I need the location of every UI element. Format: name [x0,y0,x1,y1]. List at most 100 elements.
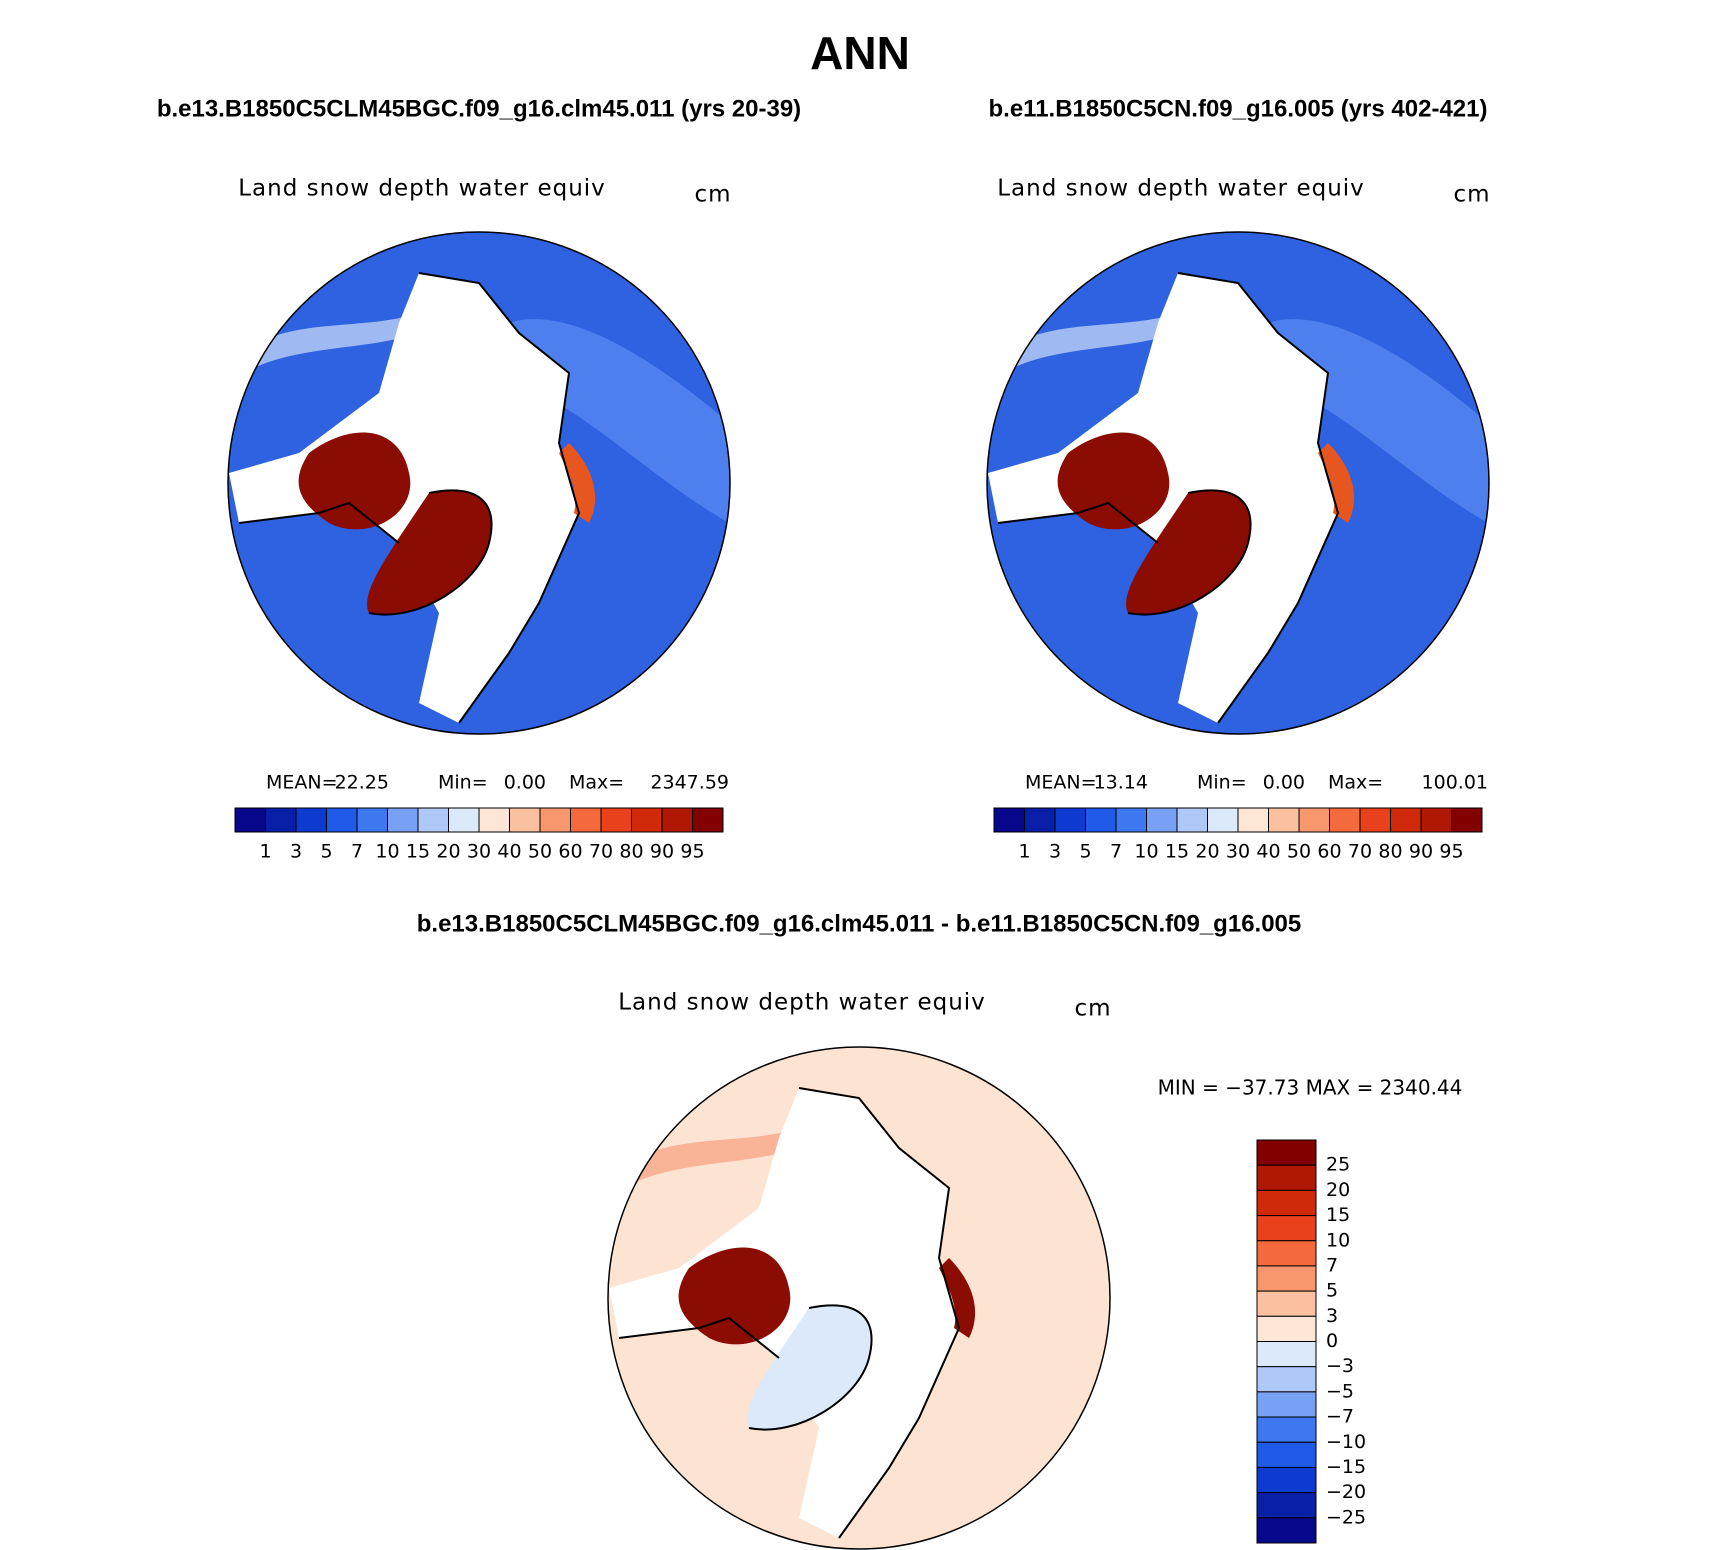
colorbar-label: 1 [1018,841,1030,863]
colorbar-box [295,807,327,833]
colorbar-label: 70 [589,841,613,863]
colorbar-box [1256,1441,1317,1468]
colorbar-box [661,807,693,833]
colorbar-box [1256,1366,1317,1393]
colorbar-box [1329,807,1361,833]
units: cm [1074,996,1111,1022]
colorbar-box [1298,807,1330,833]
colorbar-label: 90 [1409,841,1433,863]
colorbar-box [570,807,602,833]
stat-max: 100.01 [1422,772,1488,794]
colorbar-box [993,807,1025,833]
map-border [607,1046,1111,1550]
colorbar-label: 70 [1348,841,1372,863]
colorbar-box [265,807,297,833]
panel-subtitle: b.e13.B1850C5CLM45BGC.f09_g16.clm45.011 … [157,95,801,122]
colorbar-label: 50 [1287,841,1311,863]
colorbar-box [1256,1416,1317,1443]
units: cm [694,182,731,208]
range-text: MIN = −37.73 MAX = 2340.44 [1158,1076,1463,1100]
colorbar-label: −15 [1326,1456,1366,1478]
stat-mean: 13.14 [1094,772,1148,794]
stat-max-label: Max= [569,772,624,794]
colorbar-box [1390,807,1422,833]
colorbar-box [509,807,541,833]
colorbar-box [1256,1391,1317,1418]
colorbar-box [1256,1341,1317,1368]
units: cm [1453,182,1490,208]
colorbar-box [1024,807,1056,833]
colorbar-label: 3 [1049,841,1061,863]
stat-mean: 22.25 [335,772,389,794]
stat-max: 2347.59 [650,772,729,794]
colorbar-label: 80 [1378,841,1402,863]
colorbar-label: 95 [680,841,704,863]
colorbar-label: −3 [1326,1355,1354,1377]
colorbar-label: 40 [497,841,521,863]
stat-min-label: Min= [438,772,488,794]
variable-name: Land snow depth water equiv [238,176,606,202]
colorbar-box [539,807,571,833]
colorbar-label: 40 [1256,841,1280,863]
colorbar-box [1256,1517,1317,1544]
colorbar-label: 60 [558,841,582,863]
main-title: ANN [810,27,910,79]
colorbar-box [692,807,724,833]
colorbar-label: −5 [1326,1380,1354,1402]
colorbar-box [1256,1290,1317,1317]
colorbar-label: −10 [1326,1431,1366,1453]
colorbar-label: 25 [1326,1154,1350,1176]
colorbar-label: 7 [351,841,363,863]
colorbar-label: −7 [1326,1406,1354,1428]
colorbar-label: 5 [320,841,332,863]
stat-mean-label: MEAN= [266,772,338,794]
panel-subtitle: b.e11.B1850C5CN.f09_g16.005 (yrs 402-421… [989,95,1488,122]
colorbar-label: 20 [1195,841,1219,863]
colorbar-box [1256,1139,1317,1166]
stat-min-label: Min= [1197,772,1247,794]
colorbar-box [417,807,449,833]
colorbar-box [1085,807,1117,833]
colorbar-label: 0 [1326,1330,1338,1352]
colorbar-label: 30 [1226,841,1250,863]
map-border [986,231,1490,735]
colorbar-box [1256,1466,1317,1494]
colorbar-box [600,807,632,833]
stat-min: 0.00 [1263,772,1305,794]
colorbar-box [1115,807,1147,833]
colorbar-box [1176,807,1208,833]
colorbar-box [1256,1492,1317,1519]
diff-subtitle: b.e13.B1850C5CLM45BGC.f09_g16.clm45.011 … [417,910,1302,937]
stat-max-label: Max= [1328,772,1383,794]
colorbar-label: −20 [1326,1481,1366,1503]
stat-min: 0.00 [504,772,546,794]
colorbar-label: 15 [406,841,430,863]
colorbar-box [448,807,480,833]
map-border [227,231,731,735]
colorbar-box [1420,807,1452,833]
colorbar-box [1256,1164,1317,1191]
colorbar-box [1256,1265,1317,1292]
map [608,1047,1110,1549]
colorbar-box [1359,807,1391,833]
colorbar-label: 7 [1326,1254,1338,1276]
colorbar-box [387,807,419,833]
colorbar-box [631,807,663,833]
map [228,232,730,734]
variable-name: Land snow depth water equiv [618,990,986,1016]
colorbar-box [1451,807,1483,833]
colorbar-label: 1 [259,841,271,863]
colorbar-label: −25 [1326,1506,1366,1528]
colorbar-label: 20 [1326,1179,1350,1201]
colorbar-box [1146,807,1178,833]
colorbar-label: 10 [1326,1229,1350,1251]
colorbar-label: 5 [1079,841,1091,863]
colorbar-label: 50 [528,841,552,863]
colorbar-box [234,807,266,833]
colorbar-box [1207,807,1239,833]
colorbar-box [356,807,388,833]
colorbar-label: 95 [1439,841,1463,863]
colorbar-box [1054,807,1086,833]
